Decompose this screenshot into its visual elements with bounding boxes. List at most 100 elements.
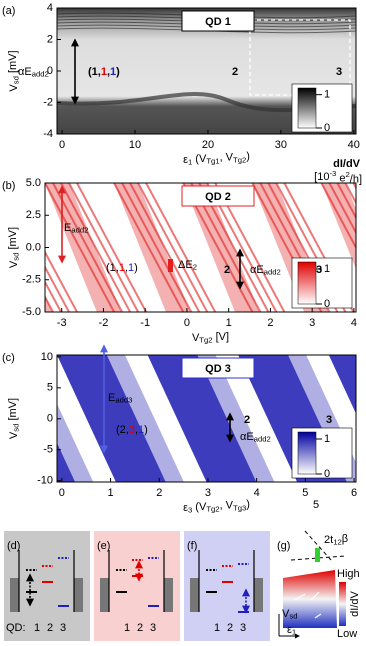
coupling-bar [315, 548, 320, 562]
text-part: ) [246, 498, 250, 510]
heatmap-stripe [320, 183, 356, 250]
annotation: (1,1,1) [88, 66, 120, 78]
text-part: add2 [254, 435, 271, 444]
lead [100, 578, 109, 612]
colorbar [297, 431, 317, 475]
text-part: 2 [345, 170, 349, 179]
text-part: , [107, 66, 110, 78]
text-part: αE [18, 66, 32, 78]
y-tick-label: 2.5 [26, 209, 41, 221]
text-part: 5 [313, 499, 319, 511]
text-part: [10 [314, 171, 329, 183]
text-part: Tg1 [206, 157, 219, 166]
text-part: , [125, 262, 128, 274]
x-tick-label: 1 [108, 487, 114, 499]
title-box [181, 10, 255, 32]
x-axis-label: ε3 (VTg2, VTg3) [183, 498, 250, 514]
heatmap-band [57, 403, 94, 482]
text-part: 1 [101, 66, 107, 78]
x-tick-label: 3 [309, 317, 315, 329]
panel-label: (a) [2, 5, 15, 17]
annotation: (2,3,1) [116, 424, 148, 436]
x-tick-label: 30 [275, 139, 287, 151]
heatmap-stripe [76, 183, 147, 312]
annotation: 5 [313, 499, 319, 511]
text-part: [mV] [7, 50, 19, 76]
text-part: 2 [232, 66, 238, 78]
annotation: 2 [244, 414, 250, 426]
y-axis-label: Vsd [282, 608, 297, 621]
heatmap-stripe [113, 183, 185, 312]
heatmap-band [57, 355, 166, 482]
x-tick-label: 10 [129, 139, 141, 151]
text-part: 2 [193, 263, 197, 272]
annotation: αEadd2 [18, 66, 49, 79]
text-part: V [282, 608, 290, 620]
text-part: sd [12, 424, 21, 432]
y-tick-label: -5 [43, 444, 53, 456]
heatmap-stripe [60, 183, 131, 312]
heatmap-stripe [129, 183, 201, 312]
x-tick-label: 20 [202, 139, 214, 151]
text-part: 1 [138, 424, 144, 436]
x-tick-label: -2 [99, 317, 109, 329]
text-part: 1 [128, 262, 134, 274]
qd-label: 2 [227, 622, 233, 634]
text-part: 1 [292, 628, 296, 637]
text-part: V [8, 431, 20, 439]
text-part: , [135, 424, 138, 436]
y-axis-label: Vsd [mV] [7, 50, 21, 91]
heatmap-stripe [121, 183, 193, 312]
y-tick-label: -5.0 [22, 306, 41, 318]
annotation: 3 [316, 264, 322, 276]
colorbar-tick-label: 0 [324, 122, 330, 134]
text-part: , [126, 424, 129, 436]
text-part: (V [192, 501, 207, 513]
heatmap-stripe [145, 183, 217, 312]
text-part: sd [289, 612, 297, 621]
text-part: -3 [329, 169, 336, 178]
y-tick-label: 5 [47, 382, 53, 394]
text-part: V [192, 332, 200, 344]
x-tick-label: 1 [226, 317, 232, 329]
x-tick-label: 0 [59, 487, 65, 499]
y-tick-label: 10 [41, 351, 53, 363]
text-part: ) [134, 262, 138, 274]
heatmap-band [106, 355, 184, 482]
x-tick-label: 4 [351, 317, 357, 329]
colorbar-title: dI/dV [333, 158, 361, 170]
x-tick-label: 0 [59, 139, 65, 151]
text-part: [mV] [7, 398, 19, 424]
heatmap-band [147, 355, 257, 482]
lead [164, 578, 173, 612]
text-part: , V [220, 500, 234, 512]
text-part: add2 [32, 70, 49, 79]
qd-label: 3 [240, 622, 246, 634]
text-part: ΔE [178, 259, 193, 271]
panel-label: (d) [7, 540, 20, 552]
panel-label: (c) [2, 352, 15, 364]
text-part: Tg2 [206, 505, 219, 514]
text-part: ε [183, 502, 188, 514]
colorbar-unit: [10-3 e2/h] [314, 169, 362, 186]
annotation: 2 [232, 66, 238, 78]
colorbar-low: Low [337, 628, 357, 640]
annotation: Eadd3 [108, 392, 132, 405]
heatmap-stripe [45, 280, 62, 312]
x-tick-label: 6 [351, 487, 357, 499]
y-tick-label: -10 [37, 475, 53, 487]
heatmap-band [197, 355, 275, 482]
colorbar-tick-label: 0 [324, 298, 330, 310]
colorbar-tick-label: 1 [324, 89, 330, 101]
text-part: 2t [324, 534, 333, 546]
qd-label: 1 [214, 622, 220, 634]
heatmap-band [321, 183, 356, 269]
text-part: V [8, 84, 20, 92]
text-part: [mV] [7, 227, 19, 253]
y-tick-label: -2.5 [22, 274, 41, 286]
annotation: 2 [224, 264, 230, 276]
text-part: ( [88, 66, 92, 78]
y-tick-label: 2 [47, 33, 53, 45]
annotation: (1,1,1) [106, 262, 138, 274]
